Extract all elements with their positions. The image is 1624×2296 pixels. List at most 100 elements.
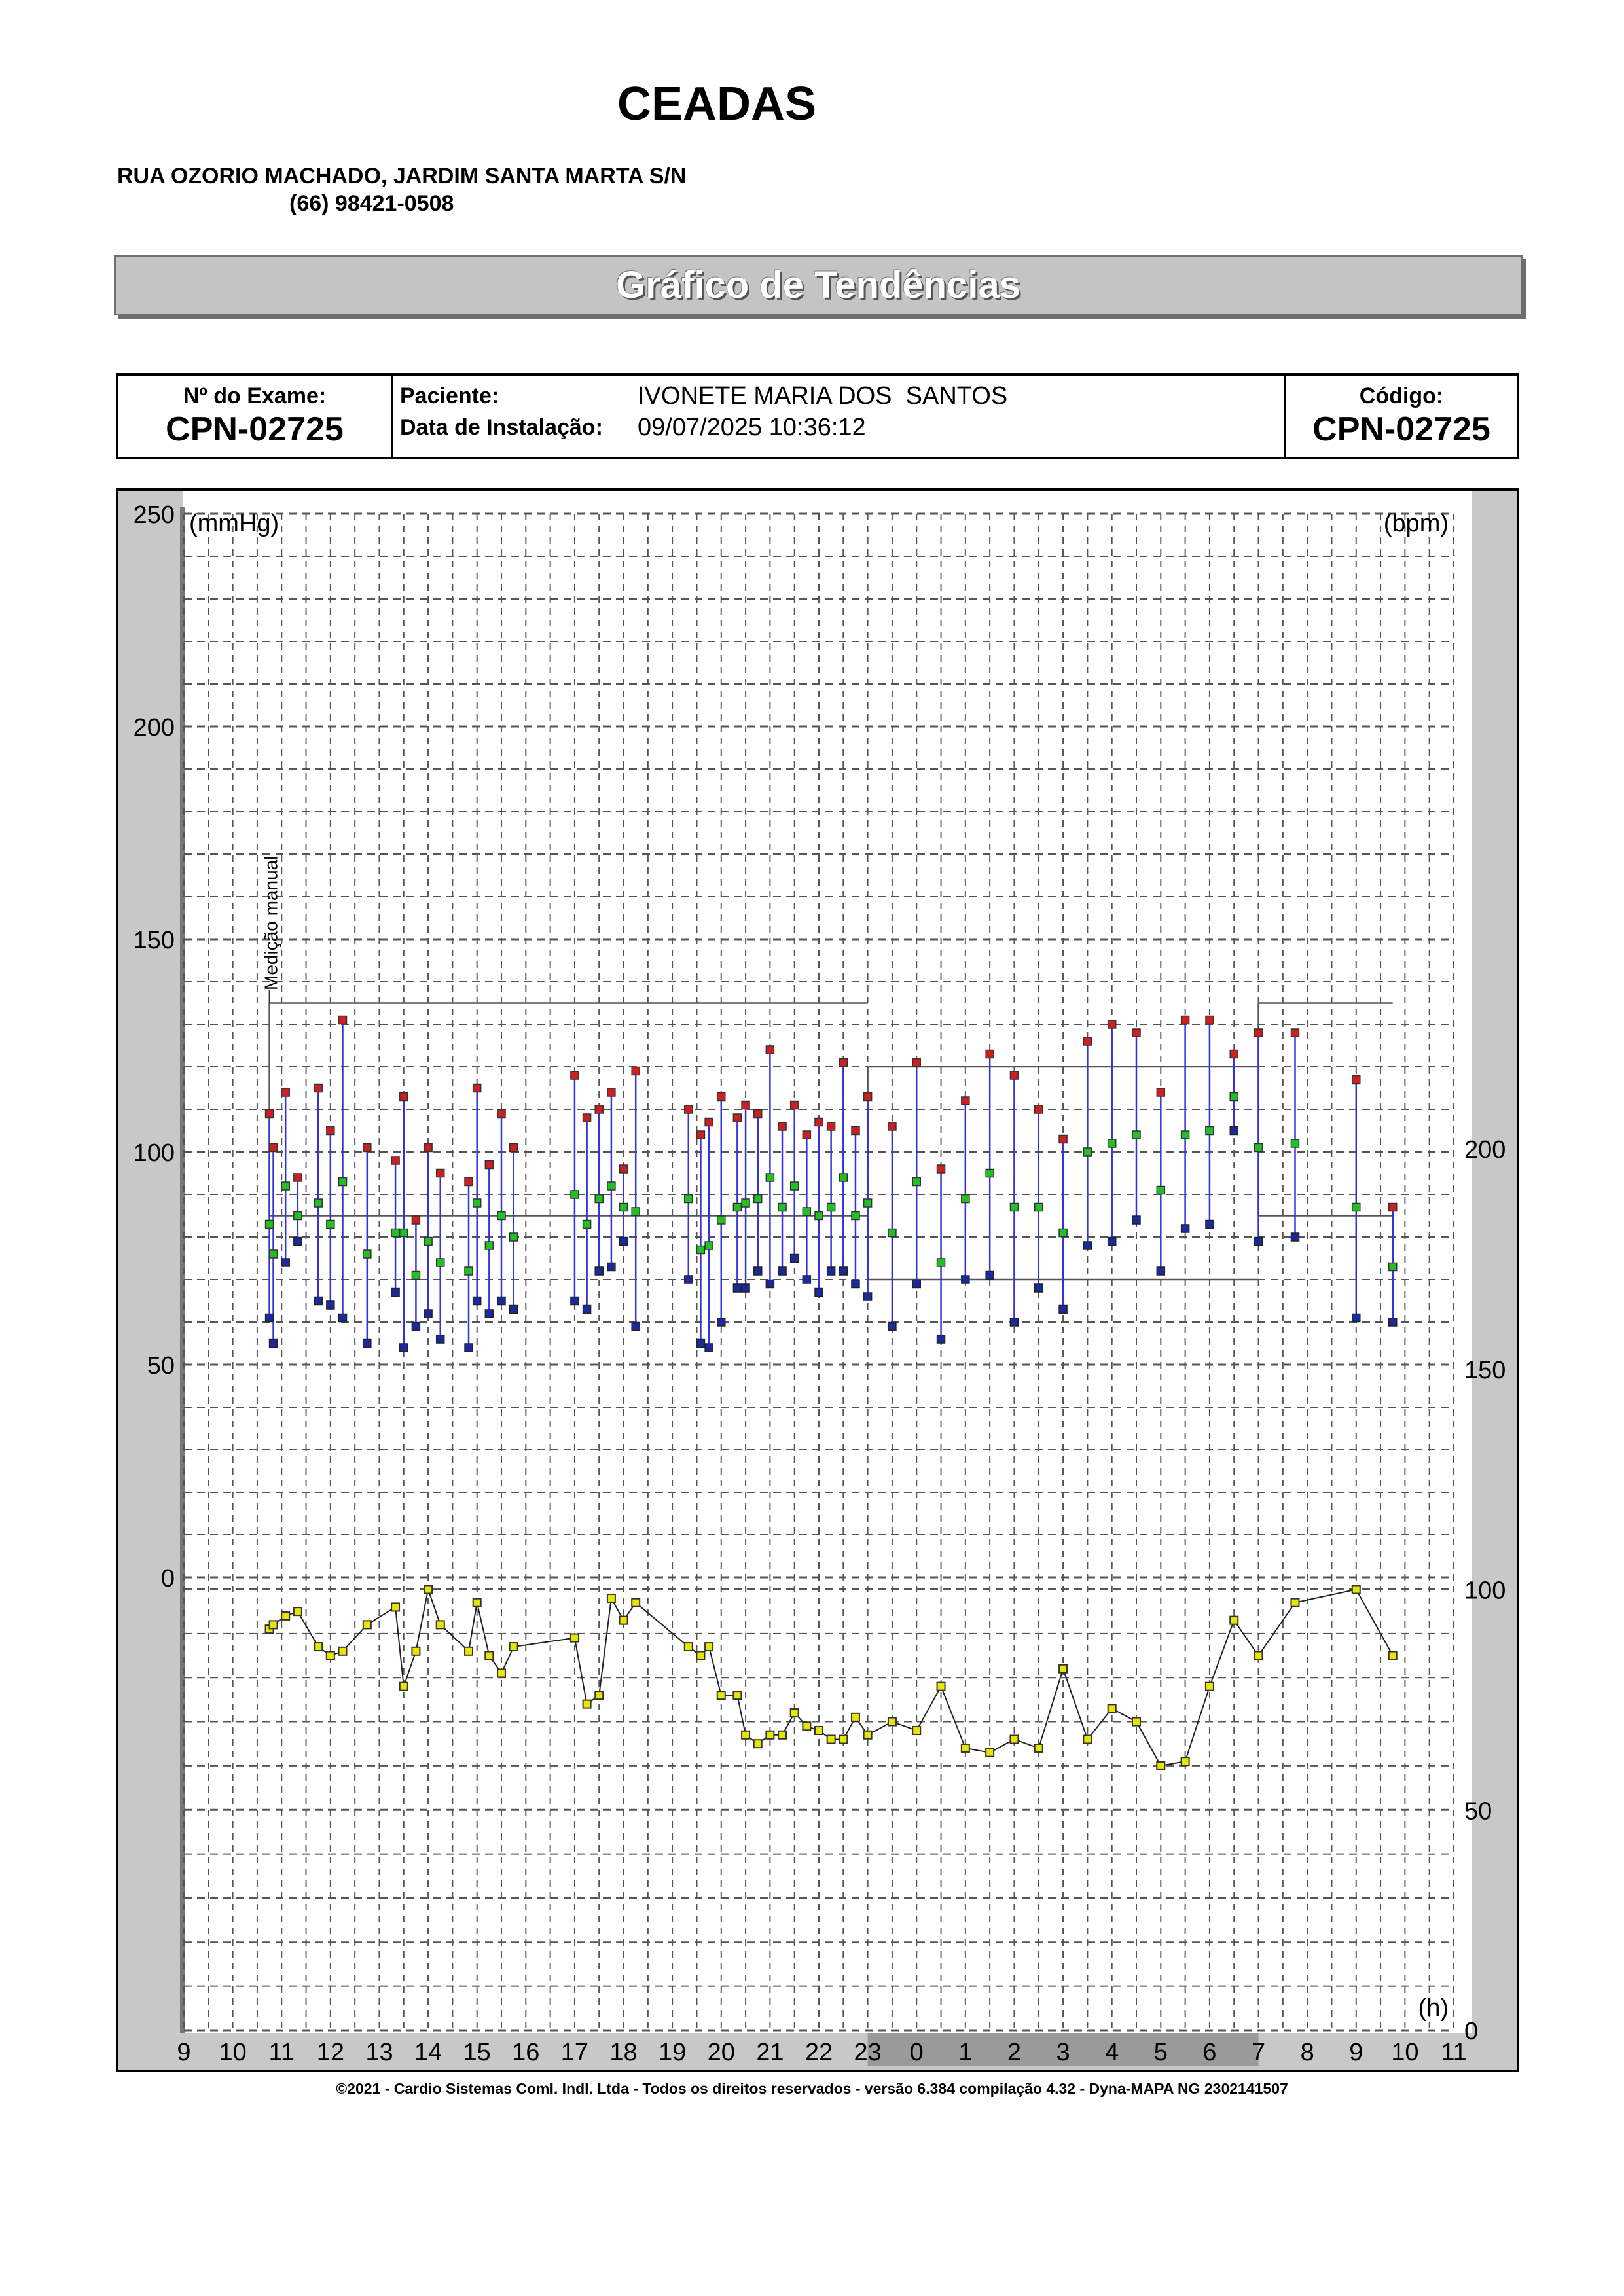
- systolic-point: [717, 1092, 726, 1102]
- mean-point: [399, 1228, 408, 1238]
- heart-rate-point: [960, 1743, 970, 1753]
- right-tick-label: 100: [1464, 1577, 1506, 1605]
- hour-tick-label: 18: [609, 2039, 637, 2066]
- systolic-point: [1132, 1028, 1141, 1037]
- hour-tick-label: 11: [1441, 2039, 1466, 2066]
- diastolic-point: [1290, 1232, 1300, 1242]
- manual-measurement-label: Medição manual: [261, 856, 281, 990]
- systolic-point: [264, 1109, 274, 1119]
- mean-point: [326, 1219, 335, 1229]
- heart-rate-point: [1034, 1743, 1043, 1753]
- right-axis-band: [1472, 491, 1517, 2070]
- systolic-point: [936, 1164, 946, 1174]
- hour-tick-label: 5: [1154, 2039, 1168, 2066]
- heart-rate-point: [325, 1651, 335, 1660]
- diastolic-point: [411, 1321, 421, 1331]
- diastolic-point: [1156, 1266, 1166, 1276]
- exam-number-cell: Nº do Exame: CPN-02725: [118, 376, 393, 457]
- systolic-point: [1388, 1202, 1398, 1212]
- systolic-point: [888, 1122, 897, 1131]
- left-axis-band: [118, 491, 183, 2070]
- systolic-point: [497, 1109, 506, 1119]
- right-tick-label: 150: [1464, 1357, 1506, 1384]
- systolic-point: [851, 1126, 860, 1136]
- mean-point: [1229, 1092, 1238, 1102]
- mean-point: [464, 1266, 473, 1276]
- heart-rate-point: [1132, 1717, 1141, 1727]
- mean-point: [435, 1258, 445, 1267]
- diastolic-point: [399, 1343, 408, 1352]
- systolic-point: [863, 1092, 873, 1102]
- diastolic-point: [765, 1279, 775, 1289]
- heart-rate-point: [281, 1611, 291, 1621]
- diastolic-point: [363, 1338, 372, 1348]
- heart-rate-point: [683, 1642, 693, 1652]
- heart-rate-point: [619, 1615, 628, 1625]
- heart-rate-point: [399, 1681, 408, 1691]
- diastolic-point: [789, 1253, 799, 1263]
- systolic-point: [411, 1215, 421, 1225]
- diastolic-point: [424, 1309, 433, 1318]
- sleep-period-band: [867, 2033, 1259, 2066]
- mean-point: [1205, 1126, 1214, 1136]
- heart-rate-point: [569, 1633, 579, 1643]
- mean-point: [293, 1211, 302, 1221]
- heart-rate-point: [484, 1651, 494, 1660]
- heart-rate-point: [716, 1691, 726, 1700]
- mean-point: [1009, 1202, 1019, 1212]
- trend-chart-frame: 250 200 150 100 50 0 200 150 100 50 0 (mmHg) (bpm) (h…: [116, 488, 1519, 2072]
- heart-rate-point: [362, 1620, 372, 1630]
- diastolic-point: [753, 1266, 763, 1276]
- mean-point: [753, 1194, 763, 1204]
- diastolic-point: [264, 1313, 274, 1323]
- mean-point: [631, 1207, 640, 1216]
- diastolic-point: [268, 1338, 278, 1348]
- mean-point: [1107, 1139, 1117, 1148]
- heart-rate-point: [391, 1602, 401, 1612]
- mean-point: [985, 1168, 994, 1178]
- diastolic-point: [326, 1300, 335, 1310]
- mean-point: [268, 1249, 278, 1259]
- systolic-point: [1180, 1015, 1190, 1025]
- heart-rate-point: [985, 1748, 995, 1757]
- heart-rate-point: [338, 1646, 348, 1656]
- hour-tick-label: 22: [805, 2039, 833, 2066]
- systolic-point: [912, 1058, 921, 1067]
- mean-point: [696, 1245, 706, 1255]
- heart-rate-point: [435, 1620, 445, 1630]
- code-value: CPN-02725: [1312, 410, 1490, 448]
- mean-point: [1352, 1202, 1361, 1212]
- hour-axis-band: [118, 2033, 1517, 2070]
- heart-rate-point: [936, 1681, 946, 1691]
- heart-rate-point: [1180, 1757, 1190, 1767]
- heart-rate-point: [606, 1593, 616, 1603]
- hour-tick-label: 1: [958, 2039, 972, 2066]
- patient-label: Paciente:: [400, 384, 499, 408]
- systolic-point: [326, 1126, 335, 1136]
- systolic-point: [314, 1083, 323, 1093]
- systolic-point: [753, 1109, 763, 1119]
- patient-name: IVONETE MARIA DOS SANTOS: [638, 382, 1008, 410]
- install-date-value: 09/07/2025 10:36:12: [638, 414, 866, 441]
- heart-rate-point: [1254, 1651, 1263, 1660]
- systolic-point: [1229, 1049, 1238, 1059]
- mean-point: [1388, 1262, 1398, 1272]
- mean-point: [704, 1241, 713, 1250]
- mean-point: [1156, 1185, 1166, 1195]
- mean-point: [509, 1232, 518, 1242]
- systolic-point: [741, 1100, 750, 1110]
- systolic-point: [839, 1058, 848, 1067]
- diastolic-point: [1254, 1236, 1263, 1246]
- diastolic-point: [1352, 1313, 1361, 1323]
- heart-rate-point: [1351, 1585, 1361, 1594]
- systolic-point: [1083, 1037, 1092, 1046]
- systolic-point: [985, 1049, 994, 1059]
- mean-point: [314, 1198, 323, 1208]
- diastolic-point: [464, 1343, 473, 1352]
- hour-tick-label: 13: [365, 2039, 393, 2066]
- diastolic-point: [1180, 1224, 1190, 1233]
- diastolic-point: [732, 1283, 742, 1293]
- heart-rate-point: [863, 1730, 873, 1740]
- hour-tick-label: 11: [269, 2039, 295, 2066]
- mean-point: [472, 1198, 482, 1208]
